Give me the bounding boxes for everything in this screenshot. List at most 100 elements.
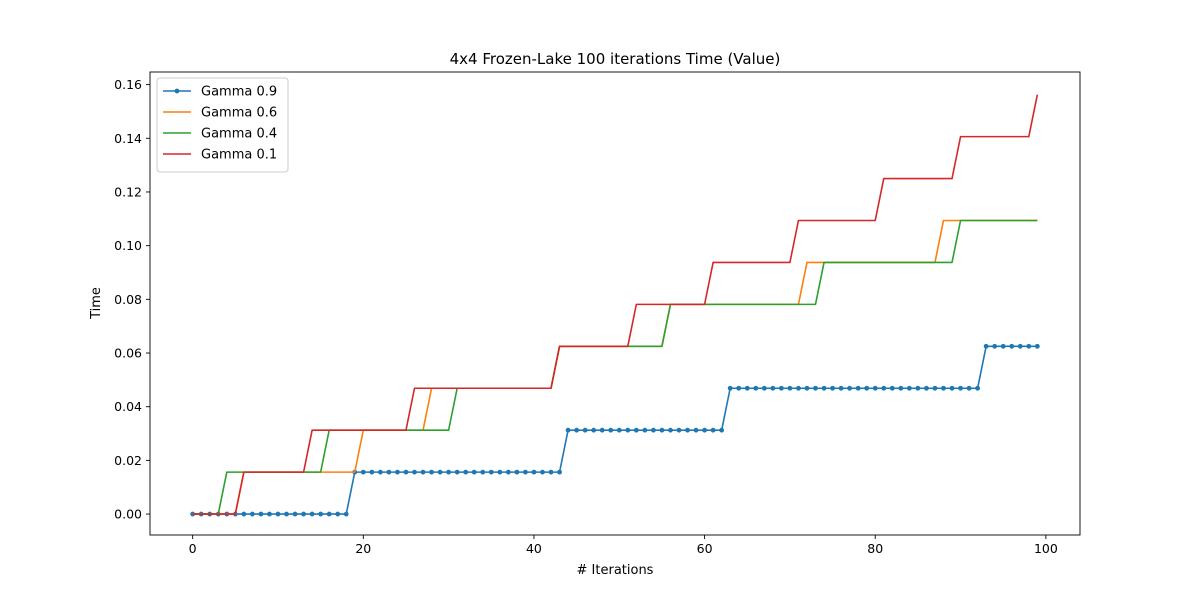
data-point	[582, 427, 588, 433]
data-point	[736, 385, 742, 391]
data-point	[744, 385, 750, 391]
data-point	[531, 469, 537, 475]
legend-label-1: Gamma 0.9	[201, 85, 277, 100]
data-point	[343, 511, 349, 517]
data-point	[608, 427, 614, 433]
data-point	[497, 469, 503, 475]
data-point	[1026, 343, 1032, 349]
data-point	[292, 511, 298, 517]
data-point	[992, 343, 998, 349]
data-point	[386, 469, 392, 475]
data-point	[301, 511, 306, 517]
data-point	[830, 385, 835, 391]
data-point	[906, 385, 912, 391]
data-point	[454, 469, 460, 475]
data-point	[599, 427, 605, 433]
data-point	[480, 469, 486, 475]
data-point	[395, 469, 400, 475]
legend-label-2: Gamma 0.6	[201, 106, 277, 121]
data-point	[710, 427, 716, 433]
data-point	[898, 385, 904, 391]
data-point	[249, 511, 255, 517]
data-point	[941, 385, 946, 391]
y-tick-label: 0.08	[114, 292, 142, 307]
data-point	[471, 469, 477, 475]
data-point	[241, 511, 247, 517]
data-point	[565, 427, 571, 433]
data-point	[813, 385, 818, 391]
data-point	[838, 385, 844, 391]
data-point	[966, 385, 972, 391]
plot-area: 0 20 40 60 80 100 0.00 0.02 0.04 0.06 0.08 0.10 0.12…	[114, 71, 1081, 556]
data-point	[983, 343, 989, 349]
data-point	[787, 385, 793, 391]
data-point	[514, 469, 520, 475]
data-point	[548, 469, 554, 475]
data-point	[1017, 343, 1023, 349]
y-tick-label: 0.12	[114, 184, 142, 199]
data-point	[540, 469, 545, 475]
data-point	[412, 469, 417, 475]
y-tick-label: 0.00	[114, 507, 142, 522]
chart-title: 4x4 Frozen-Lake 100 iterations Time (Val…	[450, 50, 781, 68]
data-point	[633, 427, 639, 433]
data-point	[463, 469, 469, 475]
y-tick-label: 0.14	[114, 131, 142, 146]
x-tick-label: 80	[867, 541, 883, 556]
data-point	[258, 511, 264, 517]
y-tick-label: 0.10	[114, 238, 142, 253]
x-tick-label: 40	[526, 541, 542, 556]
data-point	[1009, 343, 1015, 349]
data-point	[761, 385, 767, 391]
data-point	[915, 385, 921, 391]
legend-label-3: Gamma 0.4	[201, 127, 277, 142]
data-point	[932, 385, 938, 391]
data-point	[505, 469, 511, 475]
legend-label-4: Gamma 0.1	[201, 148, 277, 163]
data-point	[881, 385, 887, 391]
x-axis-label: # Iterations	[577, 563, 654, 578]
x-tick-label: 20	[355, 541, 371, 556]
data-point	[975, 385, 981, 391]
data-point	[284, 511, 289, 517]
data-point	[650, 427, 656, 433]
y-tick-label: 0.16	[114, 77, 142, 92]
data-point	[309, 511, 315, 517]
data-point	[949, 385, 955, 391]
data-point	[369, 469, 375, 475]
data-point	[429, 469, 434, 475]
x-tick-label: 60	[697, 541, 713, 556]
data-point	[625, 427, 631, 433]
x-tick-label: 100	[1034, 541, 1058, 556]
data-point	[796, 385, 801, 391]
data-point	[659, 427, 665, 433]
data-point	[267, 511, 272, 517]
y-tick-label: 0.04	[114, 399, 142, 414]
data-point	[420, 469, 426, 475]
data-point	[693, 427, 699, 433]
data-point	[676, 427, 682, 433]
data-point	[821, 385, 827, 391]
data-point	[574, 427, 580, 433]
data-point	[778, 385, 784, 391]
data-point	[753, 385, 759, 391]
data-point	[872, 385, 878, 391]
data-point	[437, 469, 443, 475]
data-point	[616, 427, 622, 433]
data-point	[523, 469, 528, 475]
data-point	[958, 385, 963, 391]
data-point	[642, 427, 648, 433]
y-tick-label: 0.06	[114, 346, 142, 361]
data-point	[685, 427, 690, 433]
data-point	[847, 385, 853, 391]
data-point	[275, 511, 281, 517]
data-point	[335, 511, 341, 517]
data-point	[804, 385, 810, 391]
data-point	[318, 511, 324, 517]
y-axis-label: Time	[89, 287, 104, 320]
series-line-4	[192, 94, 1039, 515]
data-point	[488, 469, 494, 475]
data-point	[702, 427, 707, 433]
data-point	[377, 469, 383, 475]
